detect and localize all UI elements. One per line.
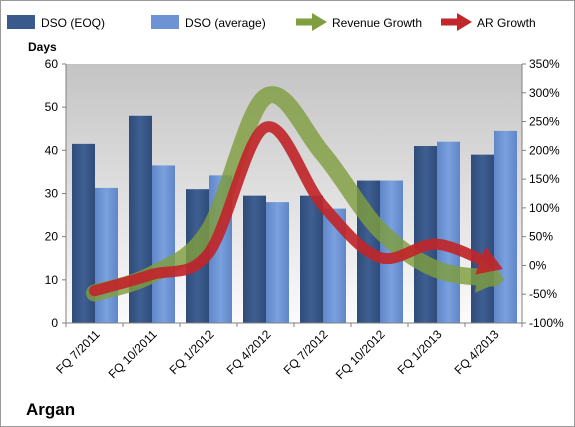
legend-revenue-growth-label: Revenue Growth bbox=[332, 16, 422, 30]
legend-revenue-growth-swatch-head bbox=[312, 13, 327, 31]
bar-dso-eoq bbox=[129, 115, 152, 323]
bar-dso-average bbox=[494, 130, 517, 323]
x-axis-tick-label: FQ 1/2012 bbox=[167, 327, 217, 377]
right-axis-tick-label: 250% bbox=[529, 115, 560, 129]
growth-lines-layer bbox=[86, 86, 505, 302]
legend-dso-average-label: DSO (average) bbox=[185, 16, 266, 30]
right-axis-tick-label: 300% bbox=[529, 86, 560, 100]
legend-ar-growth: AR Growth bbox=[441, 13, 536, 31]
x-axis-tick-label: FQ 10/2011 bbox=[106, 327, 160, 381]
legend-dso-average: DSO (average) bbox=[151, 15, 266, 30]
left-axis-tick-label: 10 bbox=[45, 273, 59, 287]
legend: DSO (EOQ) DSO (average) Revenue Growth AR G… bbox=[7, 13, 536, 31]
left-axis-tick-label: 0 bbox=[51, 316, 58, 330]
x-axis-tick-label: FQ 10/2012 bbox=[333, 327, 388, 382]
bar-dso-eoq bbox=[471, 154, 494, 323]
x-axis-tick-label: FQ 1/2013 bbox=[395, 327, 445, 377]
legend-dso-eoq-label: DSO (EOQ) bbox=[41, 16, 105, 30]
left-axis-tick-label: 60 bbox=[45, 57, 59, 71]
bar-dso-average bbox=[95, 187, 118, 323]
bar-dso-average bbox=[437, 141, 460, 323]
bar-dso-eoq bbox=[72, 143, 95, 323]
legend-dso-average-swatch bbox=[151, 15, 179, 29]
left-axis-tick-label: 50 bbox=[45, 100, 59, 114]
ar-growth-arrowhead bbox=[475, 246, 503, 275]
legend-dso-eoq: DSO (EOQ) bbox=[7, 15, 105, 30]
ar-growth-arrow bbox=[89, 121, 503, 297]
company-name: Argan bbox=[26, 400, 75, 419]
legend-dso-eoq-swatch bbox=[7, 15, 35, 29]
bar-dso-average bbox=[323, 208, 346, 323]
right-axis-tick-label: 100% bbox=[529, 201, 560, 215]
right-axis-tick-label: 0% bbox=[529, 258, 547, 272]
x-axis-tick-label: FQ 4/2012 bbox=[224, 327, 274, 377]
bar-dso-eoq bbox=[243, 195, 266, 323]
bar-dso-eoq bbox=[414, 146, 437, 323]
bar-dso-average bbox=[266, 202, 289, 323]
left-axis-tick-label: 40 bbox=[45, 143, 59, 157]
right-axis-tick-label: 200% bbox=[529, 143, 560, 157]
legend-ar-growth-label: AR Growth bbox=[477, 16, 536, 30]
legend-ar-growth-swatch-head bbox=[457, 13, 472, 31]
x-axis-tick-label: FQ 4/2013 bbox=[452, 327, 502, 377]
right-axis-tick-label: 150% bbox=[529, 172, 560, 186]
left-axis-tick-label: 20 bbox=[45, 230, 59, 244]
right-axis-tick-label: 350% bbox=[529, 57, 560, 71]
x-axis-tick-label: FQ 7/2011 bbox=[53, 327, 103, 377]
bar-dso-average bbox=[152, 165, 175, 323]
right-axis-tick-label: -50% bbox=[529, 287, 557, 301]
left-axis-title: Days bbox=[28, 40, 57, 54]
legend-revenue-growth: Revenue Growth bbox=[296, 13, 422, 31]
bar-dso-eoq bbox=[300, 195, 323, 323]
revenue-growth-line bbox=[86, 86, 502, 302]
left-axis-tick-label: 30 bbox=[45, 187, 59, 201]
ar-growth-line bbox=[89, 121, 499, 297]
x-axis-tick-label: FQ 7/2012 bbox=[281, 327, 331, 377]
right-axis-tick-label: -100% bbox=[529, 316, 564, 330]
right-axis-tick-label: 50% bbox=[529, 230, 553, 244]
